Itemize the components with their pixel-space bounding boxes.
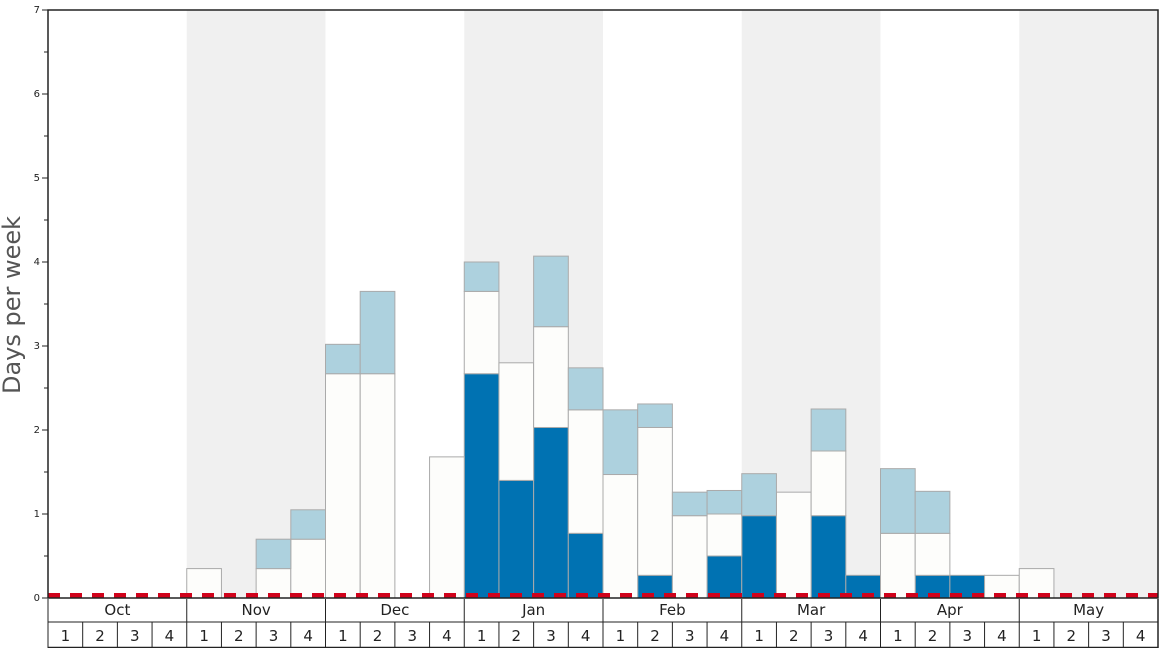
week-label: 1 [893, 627, 903, 645]
bar-segment [325, 373, 361, 599]
y-tick-label: 1 [34, 509, 40, 520]
bar-segment [741, 473, 777, 517]
week-label: 2 [512, 627, 522, 645]
bar-segment [359, 373, 396, 599]
bar-segment [706, 513, 743, 557]
bar-segment [602, 474, 639, 599]
week-label: 2 [373, 627, 383, 645]
month-label: Feb [659, 601, 686, 619]
bar-segment [637, 426, 673, 576]
bars [186, 255, 1055, 599]
week-label: 2 [1067, 627, 1077, 645]
bar-segment [706, 489, 743, 515]
week-label: 3 [546, 627, 556, 645]
month-shade [1019, 10, 1158, 598]
bar-segment [567, 409, 604, 534]
week-label: 3 [685, 627, 695, 645]
y-tick-label: 2 [34, 425, 40, 436]
month-label: Apr [937, 601, 964, 619]
bar-segment [706, 555, 743, 599]
week-label: 1 [61, 627, 71, 645]
month-label: Mar [797, 601, 826, 619]
y-tick-label: 0 [34, 593, 40, 604]
bar-segment [463, 290, 500, 375]
bar-segment [463, 261, 500, 292]
bar-segment [880, 468, 916, 534]
month-label: May [1073, 601, 1104, 619]
month-label: Nov [241, 601, 270, 619]
bar-segment [290, 538, 326, 599]
week-label: 1 [1032, 627, 1042, 645]
bar-segment [880, 532, 916, 599]
week-label: 4 [581, 627, 591, 645]
week-label: 3 [962, 627, 972, 645]
bar-segment [775, 491, 812, 599]
week-label: 2 [789, 627, 799, 645]
week-label: 1 [616, 627, 626, 645]
month-shade [186, 10, 326, 598]
y-tick-label: 5 [34, 173, 40, 184]
week-label: 1 [477, 627, 487, 645]
bar-segment [498, 479, 535, 599]
bar-segment [914, 490, 951, 534]
month-label: Dec [380, 601, 409, 619]
bar-segment [671, 515, 708, 599]
week-label: 4 [165, 627, 175, 645]
bar-segment [741, 515, 777, 599]
bar-segment [533, 255, 569, 328]
week-label: 2 [928, 627, 938, 645]
bar-segment [810, 515, 847, 599]
bar-segment [325, 343, 361, 375]
month-label: Oct [104, 601, 130, 619]
y-tick-label: 6 [34, 89, 40, 100]
bar-segment [359, 290, 396, 375]
week-label: 4 [858, 627, 868, 645]
week-label: 3 [1101, 627, 1111, 645]
bar-segment [567, 367, 604, 411]
week-label: 4 [442, 627, 452, 645]
month-label: Jan [521, 601, 545, 619]
bar-segment [671, 491, 708, 517]
week-label: 4 [720, 627, 730, 645]
week-label: 3 [130, 627, 140, 645]
bar-segment [567, 532, 604, 599]
bar-segment [255, 538, 292, 570]
bar-segment [637, 403, 673, 428]
bar-segment [602, 409, 639, 476]
week-label: 2 [234, 627, 244, 645]
axes: 0 1 2 3 4 5 6 7 Oct 1 2 3 4 Nov 1 2 3 4 Dec 1 2 3 4 Jan 1 2 3 4 Feb 1… [34, 5, 1159, 649]
week-label: 1 [754, 627, 764, 645]
week-label: 4 [303, 627, 313, 645]
week-label: 2 [650, 627, 660, 645]
bar-segment [429, 456, 465, 599]
bar-segment [914, 532, 951, 576]
week-label: 1 [199, 627, 209, 645]
week-label: 3 [407, 627, 417, 645]
y-tick-label: 4 [34, 257, 40, 268]
week-label: 3 [269, 627, 279, 645]
week-label: 4 [997, 627, 1007, 645]
week-label: 2 [95, 627, 105, 645]
week-label: 3 [824, 627, 834, 645]
bar-segment [498, 362, 535, 481]
y-axis-label: Days per week [0, 216, 26, 394]
bar-segment [810, 450, 847, 517]
bar-segment [290, 509, 326, 540]
week-label: 1 [338, 627, 348, 645]
y-tick-label: 7 [34, 5, 40, 16]
bar-segment [533, 326, 569, 428]
bar-segment [463, 373, 500, 599]
y-tick-label: 3 [34, 341, 40, 352]
week-label: 4 [1136, 627, 1146, 645]
bar-segment [533, 426, 569, 599]
bar-segment [810, 408, 847, 452]
